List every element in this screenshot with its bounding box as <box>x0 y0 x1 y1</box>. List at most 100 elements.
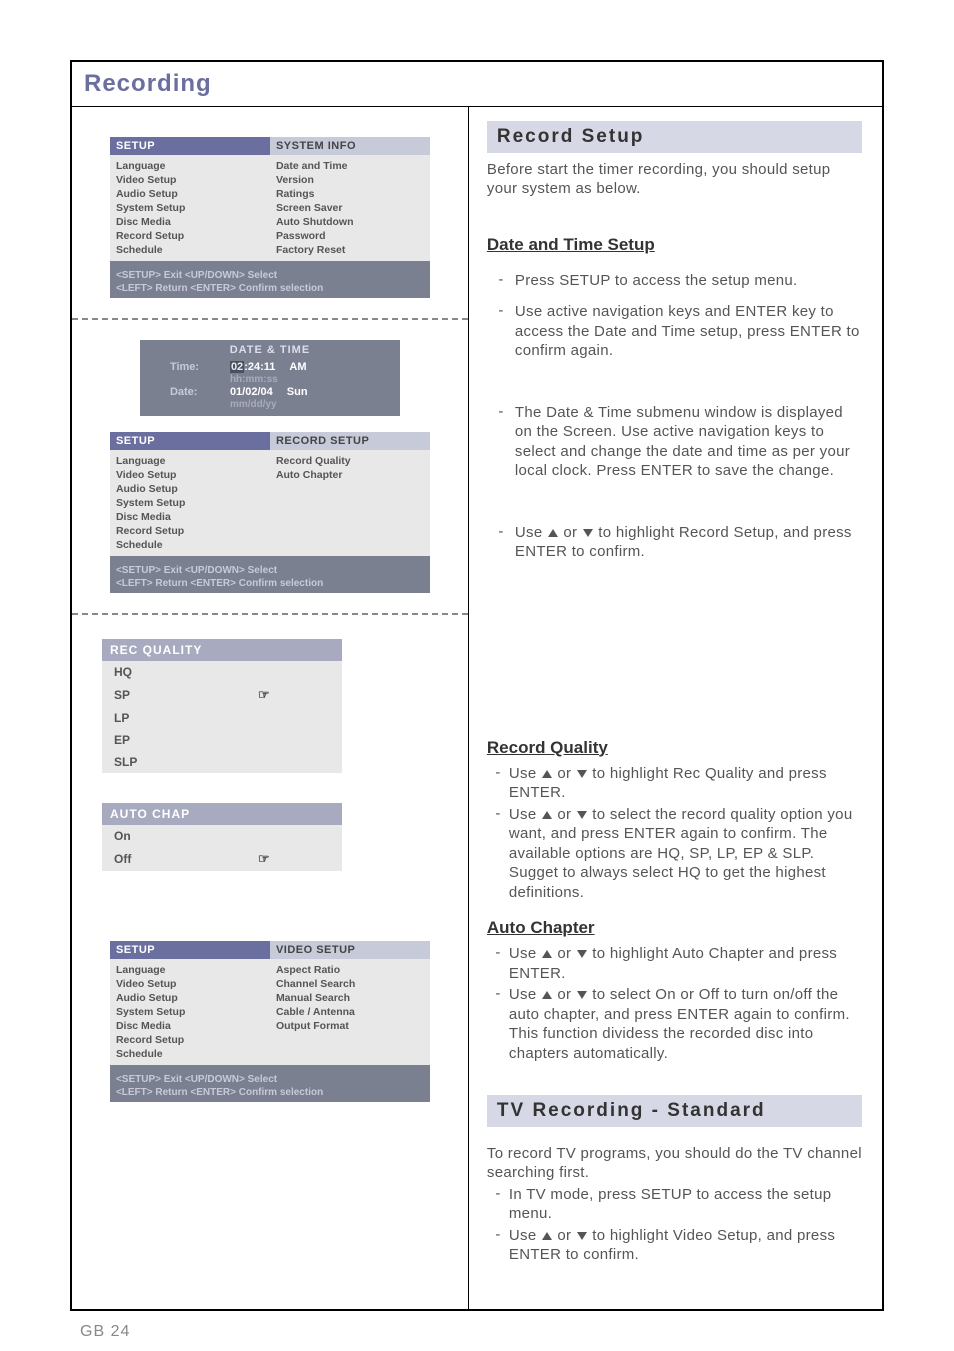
bullet-text: Use active navigation keys and ENTER key… <box>515 302 862 361</box>
datetime-date-row: Date: 01/02/04 Sun <box>140 385 400 399</box>
title-bar: Recording <box>72 62 882 107</box>
ac-label: On <box>114 829 330 843</box>
osd-item: Audio Setup <box>116 187 264 201</box>
txt: or <box>559 524 582 541</box>
content-columns: SETUP Language Video Setup Audio Setup S… <box>72 107 882 1309</box>
osd-item: Cable / Antenna <box>276 1005 424 1019</box>
datetime-time-row: Time: 02:24:11 AM <box>140 360 400 374</box>
triangle-up-icon <box>548 529 558 537</box>
dash-divider <box>72 613 468 615</box>
bullet-dash: - <box>487 985 509 1063</box>
bullet-text: Use or to highlight Rec Quality and pres… <box>509 764 862 803</box>
dt-ampm: AM <box>289 361 306 373</box>
osd-menu-row: SETUP Language Video Setup Audio Setup S… <box>110 941 430 1065</box>
bullet-dash: - <box>487 1185 509 1224</box>
osd-item: Screen Saver <box>276 201 424 215</box>
osd-item: Auto Chapter <box>276 468 424 482</box>
triangle-down-icon <box>577 811 587 819</box>
triangle-down-icon <box>577 770 587 778</box>
bullet-text: Use or to highlight Auto Chapter and pre… <box>509 944 862 983</box>
bullet: - Use or to select On or Off to turn on/… <box>487 985 862 1063</box>
osd-item: Schedule <box>116 538 264 552</box>
osd-item: System Setup <box>116 1005 264 1019</box>
bullet-text: Use or to highlight Video Setup, and pre… <box>509 1226 862 1265</box>
tv-recording-heading: TV Recording - Standard <box>487 1095 862 1127</box>
bullet: - Use or to highlight Rec Quality and pr… <box>487 764 862 803</box>
osd-item: Video Setup <box>116 977 264 991</box>
osd-right-col: SYSTEM INFO Date and Time Version Rating… <box>270 137 430 261</box>
osd-item: Language <box>116 159 264 173</box>
rq-label: SLP <box>114 755 330 769</box>
osd-item: Record Quality <box>276 454 424 468</box>
bullet: - Use active navigation keys and ENTER k… <box>487 302 862 361</box>
osd-item: Version <box>276 173 424 187</box>
txt: or <box>553 986 576 1003</box>
osd-item: Schedule <box>116 243 264 257</box>
rq-label: LP <box>114 711 330 725</box>
txt: or <box>553 806 576 823</box>
bullet: - The Date & Time submenu window is disp… <box>487 403 862 481</box>
osd-right-col: RECORD SETUP Record Quality Auto Chapter <box>270 432 430 556</box>
auto-chap-panel: AUTO CHAP On Off☜ <box>102 803 342 871</box>
triangle-down-icon <box>577 950 587 958</box>
hand-pointer-icon: ☜ <box>258 687 270 703</box>
osd-menu-area: SETUP Language Video Setup Audio Setup S… <box>110 137 430 261</box>
osd-item: System Setup <box>116 201 264 215</box>
osd-footer: <SETUP> Exit <UP/DOWN> Select <LEFT> Ret… <box>110 1065 430 1102</box>
bullet-dash: - <box>487 302 515 361</box>
ac-item-selected: Off☜ <box>102 847 342 871</box>
left-column: SETUP Language Video Setup Audio Setup S… <box>72 107 469 1309</box>
osd-setup-head: SETUP <box>110 432 270 450</box>
osd-item: Language <box>116 963 264 977</box>
triangle-down-icon <box>583 529 593 537</box>
txt: Use <box>509 806 541 823</box>
page-number: GB 24 <box>80 1323 130 1341</box>
txt: Use <box>509 986 541 1003</box>
auto-chap-head: AUTO CHAP <box>102 803 342 825</box>
bullet: - In TV mode, press SETUP to access the … <box>487 1185 862 1224</box>
date-time-heading: Date and Time Setup <box>487 235 862 255</box>
bullet: - Use or to select the record quality op… <box>487 805 862 903</box>
right-column: Record Setup Before start the timer reco… <box>469 107 882 1309</box>
osd-footer-line: <LEFT> Return <ENTER> Confirm selection <box>116 282 424 295</box>
bullet-text: Use or to highlight Record Setup, and pr… <box>515 523 862 562</box>
bullet-dash: - <box>487 403 515 481</box>
osd-item: Output Format <box>276 1019 424 1033</box>
triangle-down-icon <box>577 991 587 999</box>
osd-item: Audio Setup <box>116 482 264 496</box>
osd-setup-head: SETUP <box>110 137 270 155</box>
rq-item: LP <box>102 707 342 729</box>
dt-day: Sun <box>287 386 308 398</box>
dash-divider <box>72 318 468 320</box>
txt: or <box>553 945 576 962</box>
osd-item: Manual Search <box>276 991 424 1005</box>
record-setup-heading: Record Setup <box>487 121 862 153</box>
txt: Use <box>509 765 541 782</box>
triangle-up-icon <box>542 1232 552 1240</box>
osd-recsetup-head: RECORD SETUP <box>270 432 430 450</box>
osd-item: Audio Setup <box>116 991 264 1005</box>
page-title: Recording <box>84 70 870 98</box>
osd-left-col: SETUP Language Video Setup Audio Setup S… <box>110 941 270 1065</box>
osd-item: Record Setup <box>116 229 264 243</box>
record-setup-intro: Before start the timer recording, you sh… <box>487 161 862 199</box>
osd-menu-area: SETUP Language Video Setup Audio Setup S… <box>110 432 430 556</box>
osd-footer: <SETUP> Exit <UP/DOWN> Select <LEFT> Ret… <box>110 261 430 298</box>
datetime-head: DATE & TIME <box>140 340 400 360</box>
bullet-dash: - <box>487 805 509 903</box>
dt-time-label: Time: <box>170 361 230 373</box>
osd-sysinfo-head: SYSTEM INFO <box>270 137 430 155</box>
dt-date-label: Date: <box>170 386 230 398</box>
auto-chapter-heading: Auto Chapter <box>487 918 862 938</box>
bullet-text: The Date & Time submenu window is displa… <box>515 403 862 481</box>
osd-footer-line: <SETUP> Exit <UP/DOWN> Select <box>116 564 424 577</box>
dt-time-fmt: hh:mm:ss <box>170 374 400 385</box>
osd-item: Aspect Ratio <box>276 963 424 977</box>
osd-item: Date and Time <box>276 159 424 173</box>
osd-item: Channel Search <box>276 977 424 991</box>
txt: or <box>553 765 576 782</box>
dt-rest: :24:11 <box>244 361 275 373</box>
osd-item: Record Setup <box>116 1033 264 1047</box>
bullet-dash: - <box>487 764 509 803</box>
osd-item: Disc Media <box>116 215 264 229</box>
